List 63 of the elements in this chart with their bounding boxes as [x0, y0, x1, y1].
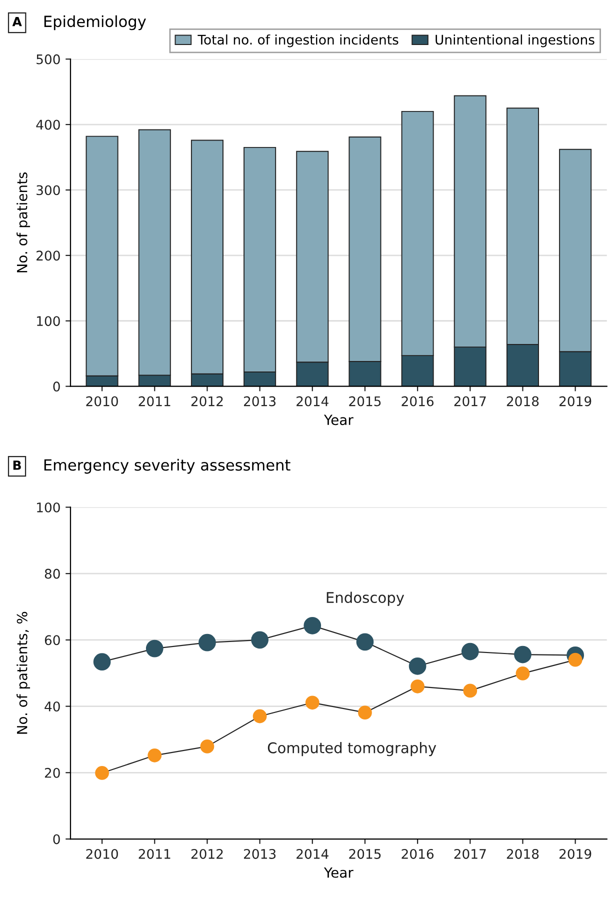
series-label: Endoscopy: [326, 592, 404, 606]
y-tick-label: 100: [37, 316, 60, 326]
x-tick-label: 2015: [349, 848, 381, 859]
point: [198, 634, 216, 652]
x-tick-label: 2011: [138, 848, 170, 859]
point: [251, 631, 268, 649]
x-tick-label: 2018: [506, 848, 539, 859]
chart-title: Epidemiology: [44, 15, 146, 30]
x-tick-label: 2011: [138, 396, 170, 406]
point: [408, 657, 426, 675]
x-tick-label: 2015: [349, 396, 381, 406]
x-tick-label: 2017: [454, 848, 486, 859]
text: A: [12, 17, 22, 26]
point: [356, 633, 374, 651]
y-tick-label: 60: [44, 635, 60, 646]
y-axis-title: No. of patients: [16, 172, 30, 272]
y-tick-label: 0: [53, 382, 60, 392]
y-tick-label: 20: [44, 768, 60, 778]
point: [516, 666, 530, 680]
y-tick-label: 500: [36, 54, 60, 64]
x-tick-label: 2016: [402, 396, 434, 406]
point: [252, 709, 267, 724]
x-tick-label: 2018: [506, 396, 539, 406]
point: [305, 696, 320, 710]
point: [410, 679, 425, 694]
x-tick-label: 2017: [454, 396, 486, 406]
point: [148, 748, 162, 762]
legend-label: Unintentional ingestions: [436, 34, 594, 48]
x-tick-label: 2010: [86, 396, 118, 406]
x-tick-label: 2013: [244, 848, 276, 859]
point: [463, 684, 478, 698]
y-tick-label: 100: [37, 502, 60, 512]
point: [200, 739, 214, 754]
y-tick-label: 40: [44, 702, 60, 712]
y-tick-label: 300: [36, 185, 60, 196]
x-tick-label: 2019: [559, 848, 592, 859]
series-label: Computed tomography: [268, 742, 436, 756]
legend-label: Total no. of ingestion incidents: [198, 34, 398, 48]
point: [93, 653, 111, 671]
point: [146, 640, 164, 658]
x-tick-label: 2014: [296, 396, 328, 406]
point: [304, 616, 322, 634]
x-tick-label: 2013: [244, 396, 276, 406]
y-tick-label: 400: [36, 120, 60, 130]
x-axis-title: Year: [324, 867, 354, 878]
x-tick-label: 2010: [86, 848, 118, 859]
y-tick-label: 0: [53, 834, 60, 844]
point: [514, 646, 532, 664]
y-axis-title: No. of patients, %: [16, 612, 30, 734]
point: [358, 706, 372, 720]
text: B: [13, 460, 21, 470]
chart-title: Emergency severity assessment: [44, 458, 290, 474]
y-tick-label: 80: [44, 568, 60, 579]
x-tick-label: 2014: [296, 848, 328, 859]
x-tick-label: 2012: [191, 396, 223, 406]
point: [568, 652, 582, 667]
x-axis-title: Year: [324, 414, 354, 426]
y-tick-label: 200: [36, 250, 60, 261]
x-tick-label: 2012: [191, 848, 223, 859]
x-tick-label: 2019: [559, 396, 592, 406]
point: [461, 642, 479, 660]
point: [95, 766, 109, 780]
x-tick-label: 2016: [402, 848, 434, 859]
